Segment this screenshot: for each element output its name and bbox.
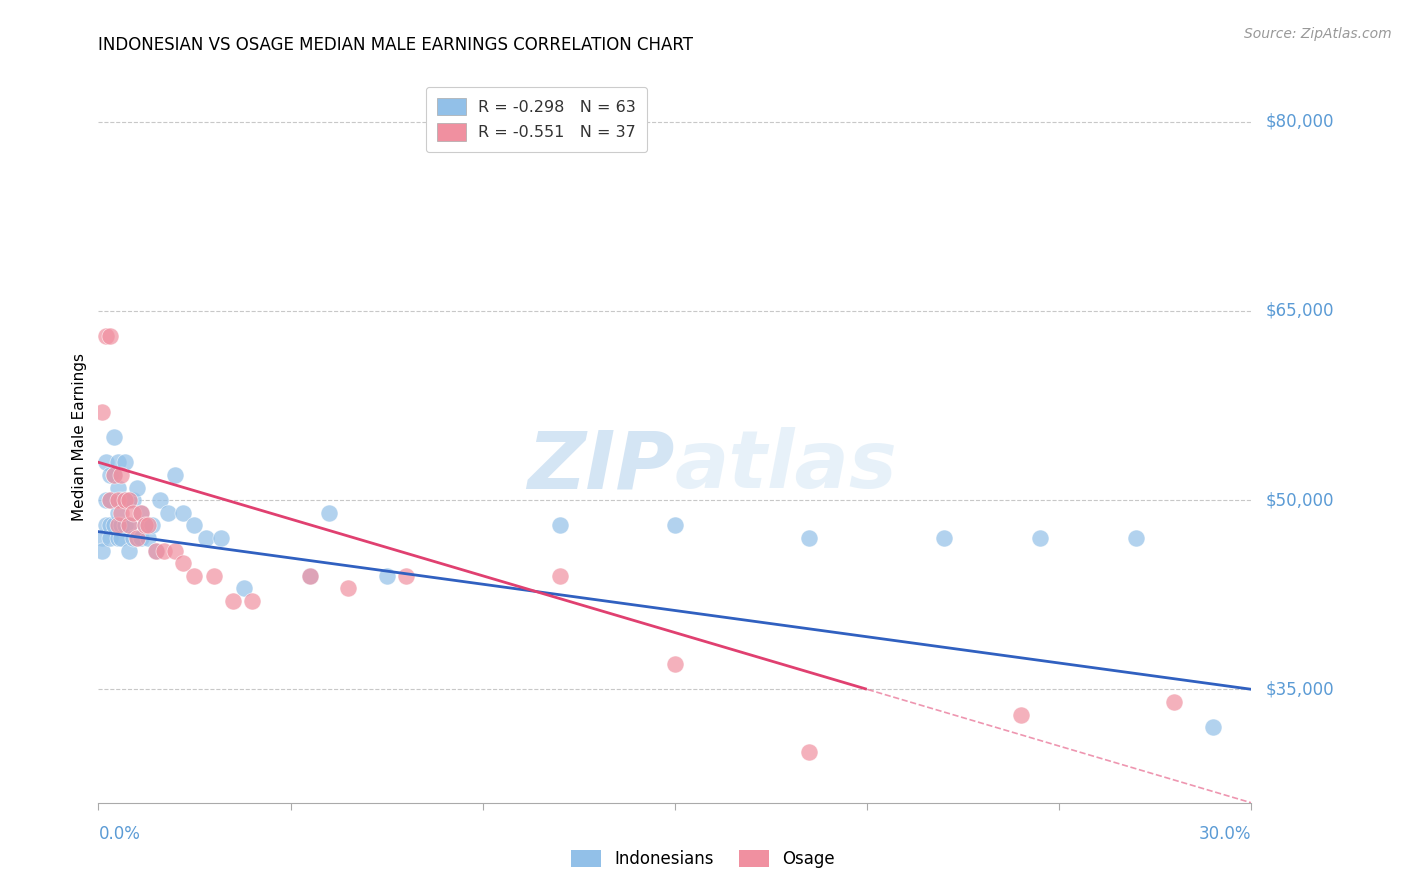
Point	[1029, 531, 1052, 545]
Y-axis label: Median Male Earnings: Median Male Earnings	[72, 353, 87, 521]
Point	[103, 430, 125, 444]
Point	[114, 518, 136, 533]
Point	[110, 531, 132, 545]
Point	[1010, 707, 1032, 722]
Point	[94, 493, 117, 508]
Point	[138, 531, 160, 545]
Point	[172, 506, 194, 520]
Point	[122, 506, 145, 520]
Point	[1163, 695, 1185, 709]
Point	[395, 569, 418, 583]
Text: atlas: atlas	[675, 427, 897, 506]
Point	[664, 657, 686, 671]
Point	[98, 493, 121, 508]
Point	[183, 569, 205, 583]
Point	[91, 543, 114, 558]
Point	[165, 467, 187, 482]
Text: 30.0%: 30.0%	[1199, 825, 1251, 843]
Point	[165, 543, 187, 558]
Legend: R = -0.298   N = 63, R = -0.551   N = 37: R = -0.298 N = 63, R = -0.551 N = 37	[426, 87, 647, 152]
Point	[138, 518, 160, 533]
Point	[129, 531, 152, 545]
Point	[98, 493, 121, 508]
Point	[548, 569, 571, 583]
Point	[129, 506, 152, 520]
Point	[94, 518, 117, 533]
Point	[183, 518, 205, 533]
Point	[1125, 531, 1147, 545]
Point	[118, 518, 141, 533]
Point	[98, 531, 121, 545]
Point	[114, 493, 136, 508]
Point	[337, 582, 360, 596]
Point	[664, 518, 686, 533]
Point	[94, 329, 117, 343]
Point	[932, 531, 955, 545]
Point	[125, 531, 148, 545]
Point	[145, 543, 167, 558]
Point	[129, 506, 152, 520]
Point	[318, 506, 340, 520]
Point	[125, 531, 148, 545]
Point	[799, 745, 821, 759]
Point	[141, 518, 163, 533]
Point	[134, 518, 156, 533]
Point	[799, 531, 821, 545]
Point	[125, 481, 148, 495]
Point	[172, 556, 194, 570]
Point	[298, 569, 321, 583]
Point	[107, 518, 129, 533]
Point	[114, 455, 136, 469]
Point	[134, 518, 156, 533]
Point	[98, 518, 121, 533]
Point	[107, 506, 129, 520]
Text: ZIP: ZIP	[527, 427, 675, 506]
Point	[202, 569, 225, 583]
Point	[118, 543, 141, 558]
Point	[156, 506, 179, 520]
Point	[118, 518, 141, 533]
Point	[149, 493, 172, 508]
Text: $80,000: $80,000	[1265, 112, 1334, 131]
Text: $65,000: $65,000	[1265, 302, 1334, 320]
Point	[1202, 720, 1225, 734]
Point	[91, 531, 114, 545]
Point	[103, 518, 125, 533]
Legend: Indonesians, Osage: Indonesians, Osage	[564, 843, 842, 875]
Point	[110, 493, 132, 508]
Point	[152, 543, 174, 558]
Point	[107, 531, 129, 545]
Point	[107, 455, 129, 469]
Point	[98, 467, 121, 482]
Point	[110, 467, 132, 482]
Text: Source: ZipAtlas.com: Source: ZipAtlas.com	[1244, 27, 1392, 41]
Point	[222, 594, 245, 608]
Point	[110, 518, 132, 533]
Point	[103, 467, 125, 482]
Point	[122, 493, 145, 508]
Point	[107, 481, 129, 495]
Text: 0.0%: 0.0%	[98, 825, 141, 843]
Point	[548, 518, 571, 533]
Point	[91, 405, 114, 419]
Point	[240, 594, 263, 608]
Point	[118, 493, 141, 508]
Point	[195, 531, 218, 545]
Point	[118, 493, 141, 508]
Point	[375, 569, 398, 583]
Text: INDONESIAN VS OSAGE MEDIAN MALE EARNINGS CORRELATION CHART: INDONESIAN VS OSAGE MEDIAN MALE EARNINGS…	[98, 36, 693, 54]
Point	[110, 506, 132, 520]
Point	[103, 467, 125, 482]
Text: $35,000: $35,000	[1265, 681, 1334, 698]
Point	[94, 455, 117, 469]
Point	[122, 531, 145, 545]
Point	[145, 543, 167, 558]
Point	[98, 329, 121, 343]
Point	[107, 493, 129, 508]
Point	[233, 582, 256, 596]
Point	[209, 531, 232, 545]
Point	[298, 569, 321, 583]
Point	[114, 493, 136, 508]
Text: $50,000: $50,000	[1265, 491, 1334, 509]
